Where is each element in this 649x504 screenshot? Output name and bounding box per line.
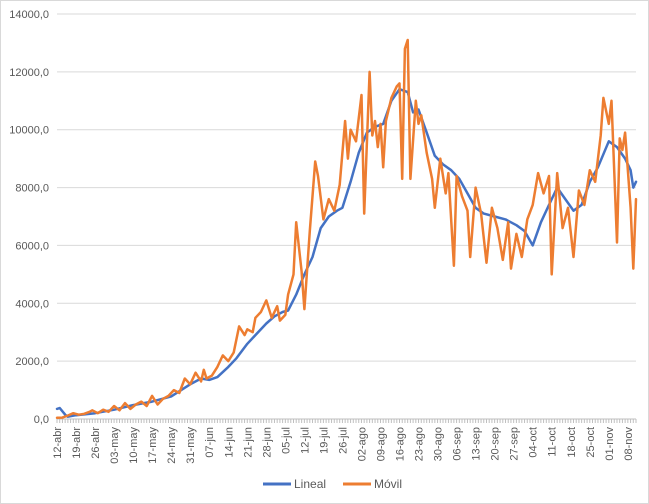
x-tick-label: 25-oct xyxy=(585,427,597,458)
x-tick-label: 28-jun xyxy=(261,427,273,458)
x-tick-label: 06-sep xyxy=(452,427,464,461)
x-tick-label: 07-jun xyxy=(204,427,216,458)
y-tick-label: 2000,0 xyxy=(15,356,49,368)
x-tick-label: 20-sep xyxy=(490,427,502,461)
x-tick-label: 31-may xyxy=(185,427,197,464)
x-tick-label: 24-may xyxy=(166,427,178,464)
x-tick-label: 19-jul xyxy=(318,427,330,454)
x-tick-label: 05-jul xyxy=(280,427,292,454)
x-tick-label: 27-sep xyxy=(509,427,521,461)
x-tick-label: 23-ago xyxy=(414,427,426,461)
x-tick-label: 12-jul xyxy=(299,427,311,454)
x-tick-label: 02-ago xyxy=(356,427,368,461)
x-tick-label: 30-ago xyxy=(433,427,445,461)
x-tick-label: 10-may xyxy=(128,427,140,464)
x-tick-label: 26-abr xyxy=(90,427,102,459)
y-tick-label: 6000,0 xyxy=(15,240,49,252)
y-tick-label: 4000,0 xyxy=(15,298,49,310)
legend: Lineal Móvil xyxy=(263,477,402,491)
x-tick-label: 19-abr xyxy=(71,427,83,459)
y-tick-label: 14000,0 xyxy=(9,9,49,21)
y-tick-label: 0,0 xyxy=(34,414,49,426)
series-line-mvil xyxy=(55,38,638,420)
x-tick-label: 18-oct xyxy=(566,427,578,458)
y-tick-label: 8000,0 xyxy=(15,183,49,195)
y-tick-label: 12000,0 xyxy=(9,67,49,79)
x-axis: 12-abr 19-abr 26-abr 03-may 10-may 17-may 24-m… xyxy=(52,418,637,464)
x-tick-label: 09-ago xyxy=(375,427,387,461)
x-tick-label: 17-may xyxy=(147,427,159,464)
y-tick-label: 10000,0 xyxy=(9,125,49,137)
legend-label: Móvil xyxy=(374,477,402,491)
x-tick-label: 12-abr xyxy=(52,427,64,459)
x-tick-label: 16-ago xyxy=(395,427,407,461)
x-tick-label: 03-may xyxy=(109,427,121,464)
x-tick-label: 04-oct xyxy=(528,427,540,458)
x-tick-label: 01-nov xyxy=(604,427,616,461)
series-lines xyxy=(55,38,638,420)
x-tick-label: 11-oct xyxy=(547,427,559,457)
x-tick-label: 13-sep xyxy=(471,427,483,461)
x-tick-label: 14-jun xyxy=(223,427,235,458)
y-axis-tick-labels: 0,0 2000,0 4000,0 6000,0 8000,0 10000,0 12000,… xyxy=(9,9,49,426)
legend-label: Lineal xyxy=(294,477,326,491)
x-tick-label: 26-jul xyxy=(337,427,349,454)
x-tick-label: 21-jun xyxy=(242,427,254,458)
x-tick-label: 08-nov xyxy=(623,427,635,461)
